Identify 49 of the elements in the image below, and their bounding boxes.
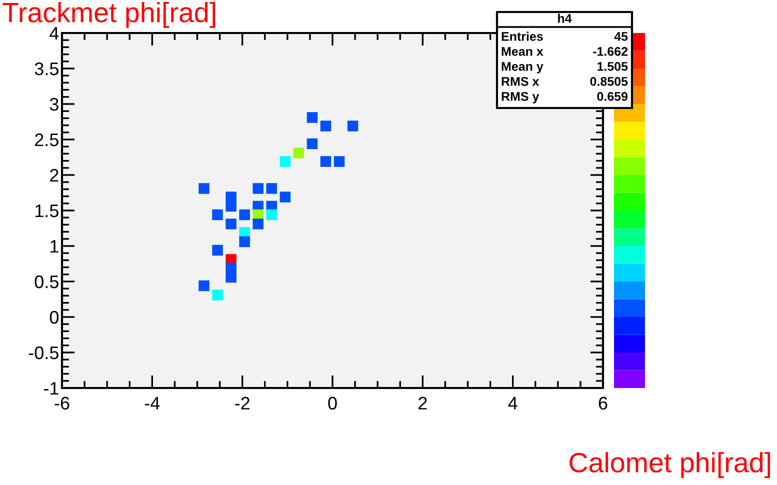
- point: [252, 183, 264, 194]
- point: [226, 200, 236, 212]
- text: h4: [558, 14, 572, 23]
- point: [212, 244, 223, 256]
- point: [226, 218, 236, 230]
- x-tick-label: 0: [328, 396, 337, 410]
- point: [266, 183, 278, 194]
- point: [252, 218, 264, 230]
- y-tick-label: 2: [50, 168, 58, 182]
- point: [280, 192, 291, 202]
- point: [198, 280, 210, 292]
- point: [280, 156, 291, 167]
- point: [306, 112, 318, 123]
- y-tick-label: 2.5: [35, 133, 58, 146]
- point: [347, 120, 358, 132]
- y-tick-label: 0: [50, 310, 59, 324]
- y-tick-label: 1: [50, 240, 58, 253]
- y-axis-title: Trackmet phi[rad]: [2, 2, 216, 28]
- point: [239, 236, 250, 248]
- x-tick-label: 6: [598, 396, 608, 410]
- text: Entries 45: [502, 32, 628, 41]
- point: [320, 156, 332, 167]
- y-tick-label: 1.5: [36, 204, 58, 218]
- point: [226, 272, 236, 283]
- x-axis-title: Calomet phi[rad]: [570, 452, 770, 478]
- point: [239, 209, 250, 220]
- point: [198, 183, 210, 194]
- x-tick-label: -4: [144, 396, 160, 410]
- point: [306, 138, 318, 150]
- point: [212, 290, 223, 300]
- text: RMS x 0.8505: [502, 77, 628, 86]
- x-tick-label: -2: [235, 396, 250, 410]
- y-tick-label: 0.5: [34, 275, 58, 288]
- point: [320, 120, 332, 132]
- text: Mean x -1.662: [502, 47, 628, 56]
- y-tick-label: -1: [44, 382, 58, 395]
- x-tick-label: 4: [508, 396, 518, 410]
- y-tick-label: 4: [50, 27, 59, 40]
- y-tick-label: 3.5: [34, 62, 58, 76]
- point: [266, 209, 278, 220]
- y-tick-label: -0.5: [28, 346, 58, 360]
- point: [212, 209, 223, 220]
- text: RMS y 0.659: [502, 92, 628, 104]
- y-tick-label: 3: [50, 98, 58, 111]
- point: [334, 156, 345, 167]
- x-tick-label: 2: [418, 396, 427, 410]
- text: Mean y 1.505: [502, 62, 628, 74]
- point: [293, 148, 304, 158]
- x-tick-label: -6: [54, 396, 70, 410]
